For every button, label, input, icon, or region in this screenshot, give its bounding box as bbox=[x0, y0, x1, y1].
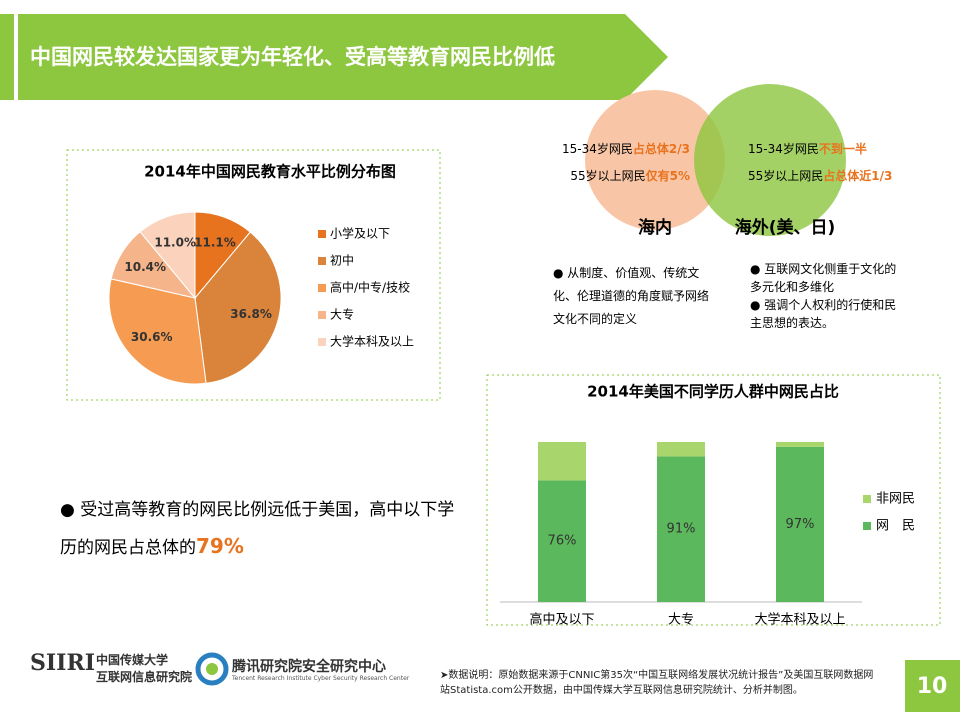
data-label: 30.6% bbox=[131, 330, 173, 344]
legend-label: 大专 bbox=[330, 307, 354, 322]
page-badge bbox=[905, 660, 960, 712]
highlight: 仅有5% bbox=[645, 169, 690, 183]
legend-label: 小学及以下 bbox=[330, 226, 390, 241]
legend-swatch bbox=[318, 230, 326, 238]
bar-frame bbox=[486, 374, 941, 626]
highlight: 不到一半 bbox=[818, 142, 867, 156]
bullet: ● 强调个人权利的行使和民主思想的表达。 bbox=[750, 298, 897, 330]
highlight: 占总体2/3 bbox=[632, 142, 690, 156]
venn-right-text: 15-34岁网民不到一半 55岁以上网民占总体近1/3 bbox=[748, 136, 948, 190]
venn-left-text: 15-34岁网民占总体2/3 55岁以上网民仅有5% bbox=[510, 136, 690, 190]
icon-dot bbox=[206, 663, 218, 675]
logo2-icon bbox=[195, 652, 229, 686]
x-tick-label: 大专 bbox=[668, 613, 694, 628]
data-label: 91% bbox=[667, 522, 696, 537]
pie-frame bbox=[66, 149, 441, 401]
bullets-right: ● 互联网文化侧重于文化的多元化和多维化 ● 强调个人权利的行使和民主思想的表达… bbox=[750, 260, 900, 332]
legend-swatch bbox=[318, 284, 326, 292]
venn-right bbox=[694, 84, 846, 236]
legend-label: 高中/中专/技校 bbox=[330, 280, 410, 295]
text: 互联网信息研究院 bbox=[96, 670, 193, 684]
text: 15-34岁网民 bbox=[748, 142, 819, 156]
legend-label: 初中 bbox=[330, 253, 354, 268]
text: 55岁以上网民 bbox=[748, 169, 824, 183]
bar-segment bbox=[776, 446, 824, 602]
bullets-left: ● 从制度、价值观、传统文化、伦理道德的角度赋予网络文化不同的定义 bbox=[553, 262, 715, 331]
page-number: 10 bbox=[917, 674, 948, 699]
logo1-org: 中国传媒大学 互联网信息研究院 bbox=[96, 652, 192, 686]
text: 55岁以上网民 bbox=[570, 169, 646, 183]
bar-segment bbox=[776, 442, 824, 447]
legend-label: 网 民 bbox=[876, 519, 915, 534]
venn-line: 55岁以上网民占总体近1/3 bbox=[748, 163, 948, 190]
venn-left-label: 海内 bbox=[638, 217, 672, 238]
legend-swatch bbox=[318, 311, 326, 319]
data-label: 11.1% bbox=[194, 236, 236, 250]
bar-segment bbox=[538, 442, 586, 481]
data-label: 36.8% bbox=[230, 307, 272, 321]
summary-highlight: 79% bbox=[196, 534, 244, 558]
venn-line: 15-34岁网民占总体2/3 bbox=[510, 136, 690, 163]
bar-segment bbox=[657, 456, 705, 602]
venn-line: 15-34岁网民不到一半 bbox=[748, 136, 948, 163]
header-stripe bbox=[14, 14, 18, 100]
pie-slice bbox=[108, 278, 207, 385]
summary: ● 受过高等教育的网民比例远低于美国，高中以下学历的网民占总体的79% bbox=[60, 492, 460, 566]
x-tick-label: 大学本科及以上 bbox=[754, 612, 845, 628]
header-band bbox=[0, 14, 668, 100]
legend-swatch bbox=[318, 338, 326, 346]
legend-swatch bbox=[863, 522, 871, 530]
logo2: 腾讯研究院安全研究中心 bbox=[232, 659, 386, 675]
legend-swatch bbox=[863, 495, 871, 503]
data-label: 97% bbox=[786, 517, 815, 532]
chart-title: 2014年美国不同学历人群中网民占比 bbox=[587, 383, 839, 401]
data-label: 76% bbox=[548, 534, 577, 549]
header-title: 中国网民较发达国家更为年轻化、受高等教育网民比例低 bbox=[30, 45, 555, 69]
venn-line: 55岁以上网民仅有5% bbox=[510, 163, 690, 190]
logo1: SIIRI bbox=[30, 650, 96, 676]
pie-slice bbox=[194, 231, 282, 384]
footnote: ➤数据说明：原始数据来源于CNNIC第35次“中国互联网络发展状况统计报告”及美… bbox=[440, 670, 874, 696]
text: 中国传媒大学 bbox=[96, 653, 169, 667]
venn-right-label: 海外(美、日) bbox=[735, 217, 836, 238]
icon-ring bbox=[195, 652, 229, 686]
summary-text: ● 受过高等教育的网民比例远低于美国，高中以下学历的网民占总体的 bbox=[60, 500, 455, 558]
data-label: 10.4% bbox=[124, 260, 166, 274]
legend-label: 非网民 bbox=[876, 492, 915, 507]
venn-left bbox=[585, 90, 725, 230]
x-tick-label: 高中及以下 bbox=[529, 612, 594, 628]
pie-slice bbox=[139, 211, 196, 300]
data-label: 11.0% bbox=[154, 235, 196, 249]
legend-swatch bbox=[318, 257, 326, 265]
bullet: ● 从制度、价值观、传统文化、伦理道德的角度赋予网络文化不同的定义 bbox=[553, 266, 710, 326]
bar-segment bbox=[538, 480, 586, 602]
bar-segment bbox=[657, 442, 705, 457]
highlight: 占总体近1/3 bbox=[823, 169, 893, 183]
legend-label: 大学本科及以上 bbox=[330, 334, 414, 349]
chart-title: 2014年中国网民教育水平比例分布图 bbox=[144, 163, 396, 181]
bullet: ● 互联网文化侧重于文化的多元化和多维化 bbox=[750, 262, 897, 294]
text: 15-34岁网民 bbox=[562, 142, 633, 156]
logo2-en: Tencent Research Institute Cyber Securit… bbox=[232, 675, 410, 682]
